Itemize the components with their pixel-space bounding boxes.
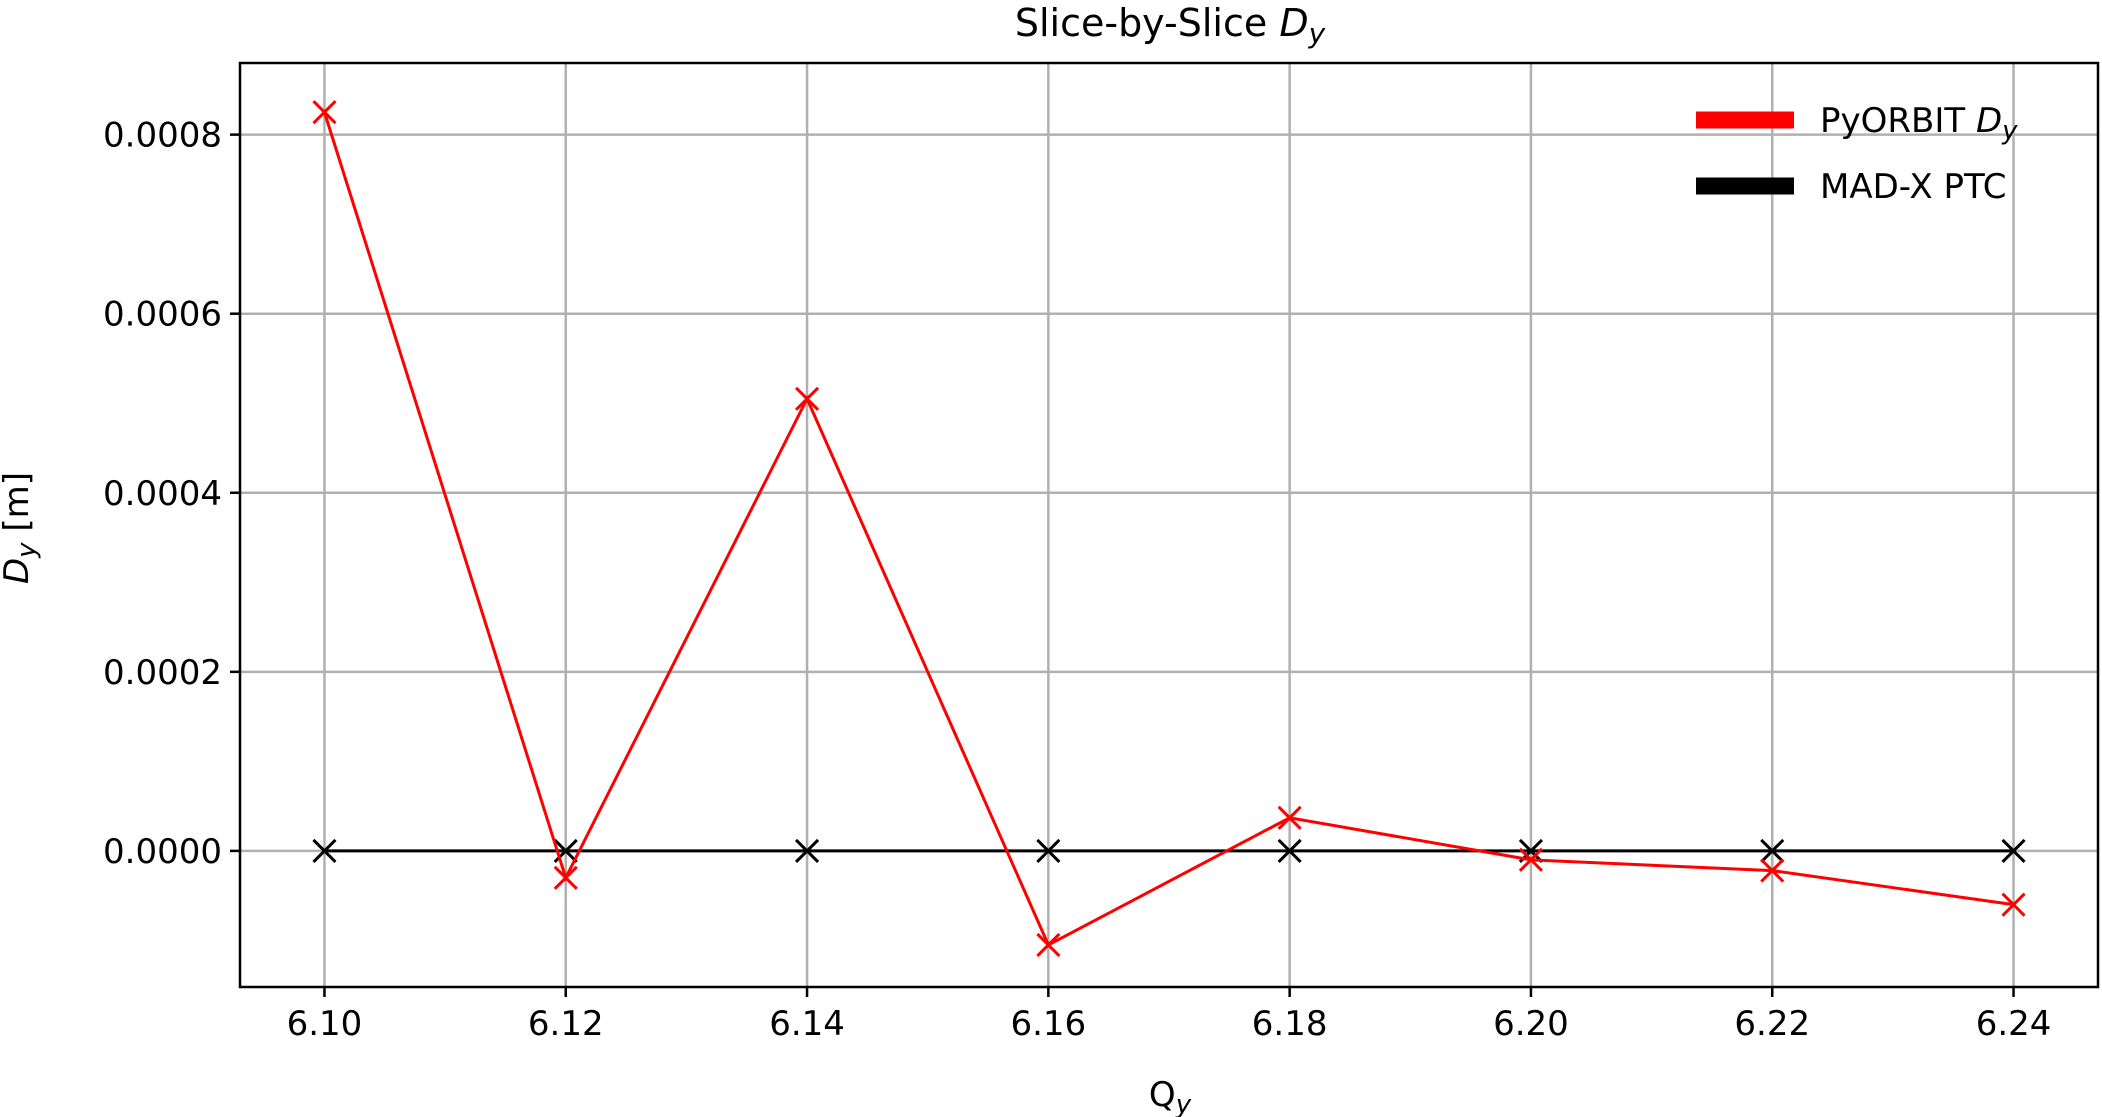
series-layer xyxy=(312,100,2026,957)
data-point-madx xyxy=(312,838,337,863)
y-tick-label: 0.0002 xyxy=(103,653,222,693)
legend: PyORBIT Dy MAD-X PTC xyxy=(1696,101,2018,207)
data-point-madx xyxy=(1036,838,1061,863)
data-point-madx xyxy=(1760,838,1785,863)
y-axis-label: Dy [m] xyxy=(0,472,42,584)
data-point-madx xyxy=(1277,838,1302,863)
x-tick-label: 6.18 xyxy=(1252,1004,1328,1044)
x-tick-label: 6.16 xyxy=(1010,1004,1086,1044)
data-point-madx xyxy=(2001,838,2026,863)
x-tick-label: 6.10 xyxy=(287,1004,363,1044)
data-point-pyorbit xyxy=(1760,858,1785,883)
x-tick-label: 6.24 xyxy=(1976,1004,2052,1044)
x-axis-label: Qy xyxy=(1149,1075,1192,1117)
data-point-pyorbit xyxy=(312,100,337,125)
y-tick-label: 0.0006 xyxy=(103,295,222,335)
y-tick-label: 0.0008 xyxy=(103,116,222,156)
data-point-pyorbit xyxy=(1036,932,1061,957)
legend-label-pyorbit: PyORBIT Dy xyxy=(1820,101,2018,146)
x-tick-label: 6.22 xyxy=(1734,1004,1810,1044)
x-tick-label: 6.14 xyxy=(769,1004,845,1044)
legend-label-madx: MAD-X PTC xyxy=(1820,167,2006,207)
y-tick-label: 0.0000 xyxy=(103,832,222,872)
data-point-pyorbit xyxy=(553,865,578,890)
series-line-pyorbit xyxy=(323,111,2014,947)
plot-frame xyxy=(238,61,2100,989)
data-point-pyorbit xyxy=(794,386,820,411)
x-tick-label: 6.12 xyxy=(528,1004,604,1044)
ticks: 6.10 6.12 6.14 6.16 6.18 6.20 6.22 6.24 0.0000 0.… xyxy=(103,116,2051,1044)
x-tick-label: 6.20 xyxy=(1493,1004,1569,1044)
data-point-pyorbit xyxy=(1518,847,1544,872)
y-tick-label: 0.0004 xyxy=(103,474,222,514)
data-point-pyorbit xyxy=(1277,805,1302,830)
data-point-pyorbit xyxy=(2001,892,2026,917)
chart-title: Slice-by-Slice Dy xyxy=(1015,1,1326,50)
data-point-madx xyxy=(794,838,820,863)
